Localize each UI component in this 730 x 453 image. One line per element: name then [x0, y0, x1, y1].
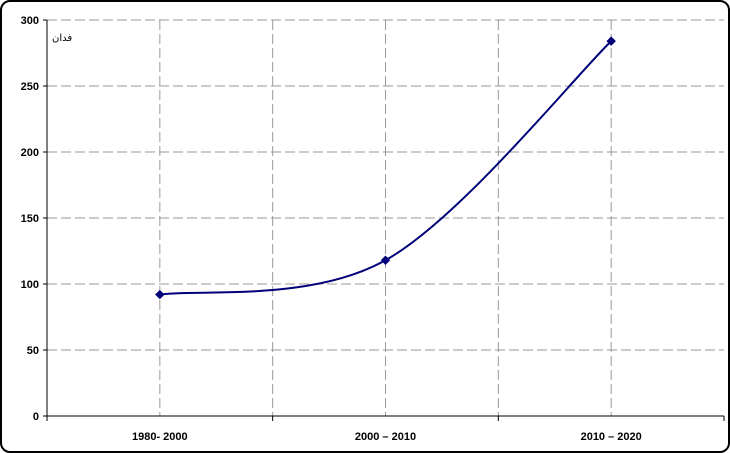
y-tick-label: 150 [21, 213, 39, 225]
x-tick-label: 2000 – 2010 [355, 431, 416, 443]
series-group [155, 36, 616, 300]
x-tick-label: 2010 – 2020 [581, 431, 642, 443]
data-point-marker [155, 289, 165, 300]
y-tick-labels: 0 50 100 150 200 250 300 [21, 15, 39, 423]
data-point-marker [606, 36, 616, 46]
x-tick-labels: 1980- 2000 2000 – 2010 2010 – 2020 [132, 431, 642, 443]
y-tick-label: 200 [21, 147, 39, 159]
data-point-marker [380, 255, 391, 265]
grid-lines [47, 19, 724, 416]
y-tick-label: 100 [21, 279, 39, 291]
y-unit-label: فدان [52, 33, 72, 44]
y-tick-label: 250 [21, 81, 39, 93]
y-tick-label: 300 [21, 15, 39, 27]
y-tick-label: 0 [33, 411, 39, 423]
y-tick-label: 50 [27, 345, 39, 357]
x-tick-label: 1980- 2000 [132, 431, 188, 443]
axes [43, 19, 725, 421]
